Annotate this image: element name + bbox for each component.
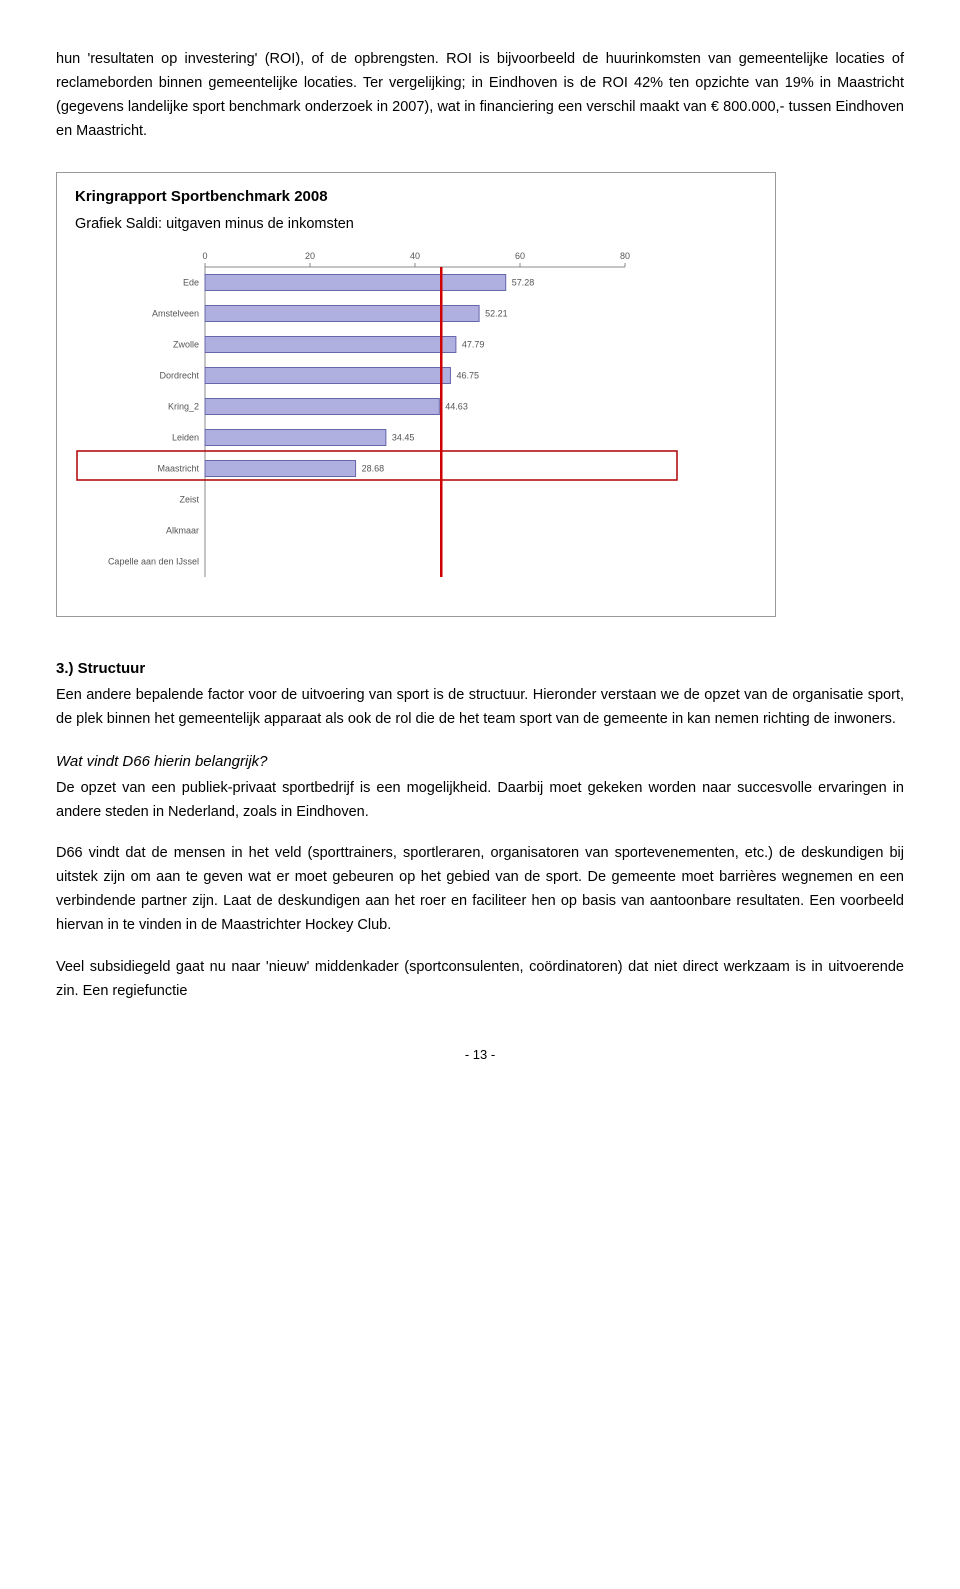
svg-text:80: 80 — [620, 251, 630, 261]
svg-text:Capelle aan den IJssel: Capelle aan den IJssel — [108, 557, 199, 567]
svg-text:Amstelveen: Amstelveen — [152, 309, 199, 319]
svg-text:44.63: 44.63 — [445, 402, 468, 412]
page-number: - 13 - — [56, 1044, 904, 1065]
chart-container: Kringrapport Sportbenchmark 2008 Grafiek… — [56, 172, 776, 618]
svg-text:0: 0 — [202, 251, 207, 261]
italic-question: Wat vindt D66 hierin belangrijk? — [56, 750, 904, 775]
svg-text:Kring_2: Kring_2 — [168, 402, 199, 412]
svg-text:Alkmaar: Alkmaar — [166, 526, 199, 536]
heading-structuur: 3.) Structuur — [56, 657, 904, 682]
svg-text:40: 40 — [410, 251, 420, 261]
svg-text:Maastricht: Maastricht — [157, 464, 199, 474]
chart-subtitle: Grafiek Saldi: uitgaven minus de inkomst… — [75, 213, 757, 237]
paragraph-6: Veel subsidiegeld gaat nu naar 'nieuw' m… — [56, 956, 904, 1004]
chart-plot: 0 20 40 60 80 Ede 57.28 Amstelveen 52.21 Zwolle 47… — [75, 247, 757, 596]
svg-text:46.75: 46.75 — [456, 371, 479, 381]
paragraph-3: Een andere bepalende factor voor de uitv… — [56, 684, 904, 732]
svg-text:Dordrecht: Dordrecht — [159, 371, 199, 381]
svg-text:47.79: 47.79 — [462, 340, 485, 350]
svg-text:Zwolle: Zwolle — [173, 340, 199, 350]
svg-text:28.68: 28.68 — [362, 464, 385, 474]
svg-text:60: 60 — [515, 251, 525, 261]
paragraph-5: D66 vindt dat de mensen in het veld (spo… — [56, 842, 904, 938]
svg-text:20: 20 — [305, 251, 315, 261]
svg-text:57.28: 57.28 — [512, 278, 535, 288]
svg-text:52.21: 52.21 — [485, 309, 508, 319]
svg-text:34.45: 34.45 — [392, 433, 415, 443]
svg-text:Leiden: Leiden — [172, 433, 199, 443]
svg-text:Ede: Ede — [183, 278, 199, 288]
svg-text:Zeist: Zeist — [179, 495, 199, 505]
paragraph-1: hun 'resultaten op investering' (ROI), o… — [56, 48, 904, 144]
chart-title: Kringrapport Sportbenchmark 2008 — [75, 185, 757, 210]
paragraph-4: De opzet van een publiek-privaat sportbe… — [56, 777, 904, 825]
